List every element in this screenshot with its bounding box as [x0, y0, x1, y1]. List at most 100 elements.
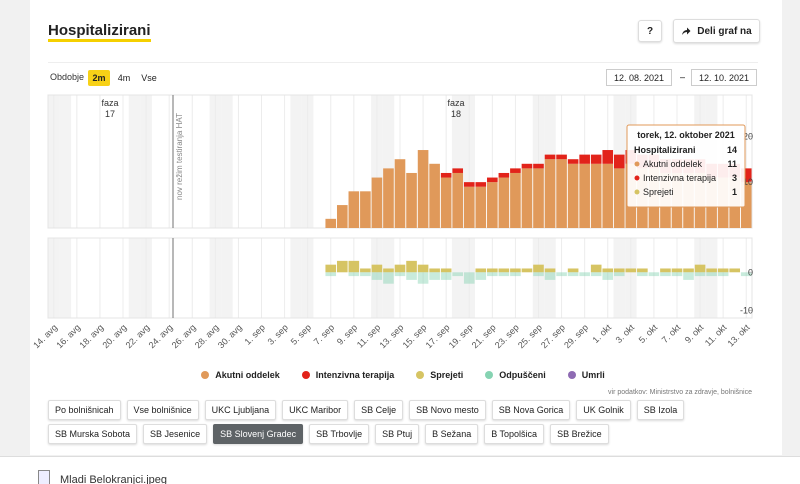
weekend-band [290, 238, 302, 318]
x-tick-label: 29. sep [562, 322, 590, 350]
hospital-button[interactable]: UKC Maribor [282, 400, 349, 420]
bar [602, 163, 614, 228]
tooltip-value: 3 [732, 173, 737, 183]
bar [498, 272, 510, 277]
hospital-button[interactable]: B Topolšica [484, 424, 545, 444]
bar [740, 272, 752, 277]
bar [544, 154, 556, 160]
bar [694, 272, 706, 277]
legend-swatch [485, 371, 494, 379]
bar [637, 268, 648, 273]
bar [533, 163, 544, 169]
legend-item[interactable]: Odpuščeni [485, 370, 546, 380]
legend-label: Umrli [581, 370, 605, 380]
bar [440, 177, 452, 228]
share-button[interactable]: Deli graf na [673, 19, 760, 43]
hospital-button[interactable]: SB Novo mesto [409, 400, 486, 420]
x-tick-label: 23. sep [493, 322, 521, 350]
bar [567, 159, 579, 164]
tooltip-value: 1 [732, 187, 737, 197]
bar [463, 186, 475, 228]
bar [671, 268, 683, 273]
bar [394, 159, 406, 228]
hospital-button[interactable]: UKC Ljubljana [204, 400, 277, 420]
share-icon [682, 27, 691, 35]
tooltip-value: 14 [727, 145, 737, 155]
download-name[interactable]: Mladi Belokranjci.jpeg [60, 474, 167, 484]
x-tick-label: 3. sep [266, 322, 290, 346]
legend-item[interactable]: Akutni oddelek [201, 370, 280, 380]
bar [417, 272, 429, 284]
x-tick-label: 7. sep [312, 322, 336, 346]
legend-swatch [301, 371, 310, 379]
bar [602, 150, 614, 164]
hospital-button[interactable]: UK Golnik [576, 400, 631, 420]
help-button[interactable]: ? [638, 20, 662, 42]
bar [325, 264, 337, 273]
bar [556, 272, 567, 277]
hospital-button[interactable]: SB Nova Gorica [491, 400, 571, 420]
period-option[interactable]: 4m [117, 73, 131, 83]
hospital-button[interactable]: SB Slovenj Gradec [213, 424, 304, 444]
x-tick-label: 27. sep [539, 322, 567, 350]
bar [613, 168, 625, 228]
hospital-button[interactable]: SB Murska Sobota [48, 424, 138, 444]
bar [625, 268, 637, 273]
hospital-button[interactable]: SB Jesenice [143, 424, 208, 444]
legend-label: Akutni oddelek [215, 370, 280, 380]
hospital-button[interactable]: SB Celje [354, 400, 404, 420]
bar [475, 268, 487, 273]
bar [510, 172, 521, 228]
hospital-button[interactable]: Vse bolnišnice [126, 400, 199, 420]
hospital-button[interactable]: Po bolnišnicah [48, 400, 121, 420]
bar [602, 268, 614, 273]
date-to[interactable]: 12. 10. 2021 [691, 69, 757, 86]
bar [498, 172, 510, 178]
period-option[interactable]: 2m [88, 70, 110, 86]
bar [452, 172, 464, 228]
bar [463, 182, 475, 187]
title: Hospitalizirani [48, 22, 151, 42]
bar [590, 264, 602, 273]
bar [590, 272, 602, 277]
legend-item[interactable]: Sprejeti [416, 370, 463, 380]
bar [417, 264, 429, 273]
date-from[interactable]: 12. 08. 2021 [606, 69, 672, 86]
hospital-button[interactable]: SB Ptuj [375, 424, 420, 444]
legend-item[interactable]: Intenzivna terapija [301, 370, 395, 380]
weekend-band [382, 95, 395, 228]
bar [648, 272, 660, 277]
period-option[interactable]: Vse [141, 73, 157, 83]
x-tick-label: 22. avg [124, 322, 152, 350]
bar [383, 272, 394, 284]
weekend-band [451, 238, 464, 318]
hospital-button[interactable]: B Sežana [425, 424, 479, 444]
bar [510, 168, 521, 173]
legend: Akutni oddelek Intenzivna terapija Sprejet… [48, 370, 758, 380]
hospital-button[interactable]: SB Brežice [550, 424, 609, 444]
bar [487, 182, 498, 228]
x-tick-label: 26. avg [170, 322, 198, 350]
hospital-button[interactable]: SB Izola [636, 400, 685, 420]
legend-item[interactable]: Umrli [567, 370, 605, 380]
legend-label: Intenzivna terapija [315, 370, 395, 380]
bar [521, 168, 533, 228]
bar [510, 272, 521, 277]
bar [348, 272, 360, 277]
legend-swatch [416, 371, 425, 379]
y-tick-label: 10 [743, 177, 753, 187]
bar [717, 268, 729, 273]
bar [683, 268, 694, 273]
bar [567, 272, 579, 277]
hospital-button[interactable]: SB Trbovlje [309, 424, 370, 444]
bar [440, 172, 452, 178]
bar [544, 272, 556, 280]
bar [383, 168, 394, 228]
x-tick-label: 17. sep [424, 322, 452, 350]
bar [336, 205, 348, 228]
bar [475, 186, 487, 228]
bar [475, 182, 487, 187]
date-separator: – [680, 72, 686, 82]
bar [336, 260, 348, 273]
